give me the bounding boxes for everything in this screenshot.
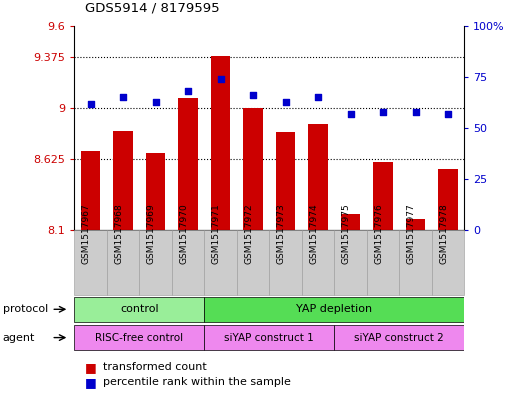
Point: [151, 98, 160, 105]
Point: [249, 92, 257, 99]
Point: [216, 76, 225, 82]
Point: [314, 94, 322, 101]
Text: GSM1517967: GSM1517967: [82, 203, 91, 264]
Text: GSM1517972: GSM1517972: [244, 203, 253, 264]
Bar: [81, 151, 101, 230]
Text: transformed count: transformed count: [103, 362, 206, 372]
Bar: [74, 325, 204, 350]
Text: GSM1517974: GSM1517974: [309, 203, 318, 264]
Text: agent: agent: [3, 332, 35, 343]
Bar: [341, 214, 360, 230]
Point: [184, 88, 192, 94]
Bar: [172, 230, 204, 295]
Bar: [334, 230, 367, 295]
Bar: [302, 230, 334, 295]
Bar: [74, 297, 204, 322]
Bar: [432, 230, 464, 295]
Text: ■: ■: [85, 361, 96, 374]
Bar: [179, 98, 198, 230]
Text: siYAP construct 2: siYAP construct 2: [354, 332, 444, 343]
Point: [346, 111, 354, 117]
Text: control: control: [120, 304, 159, 314]
Text: GSM1517976: GSM1517976: [374, 203, 383, 264]
Text: GSM1517971: GSM1517971: [211, 203, 221, 264]
Bar: [204, 325, 334, 350]
Text: GSM1517970: GSM1517970: [179, 203, 188, 264]
Text: RISC-free control: RISC-free control: [95, 332, 184, 343]
Bar: [399, 230, 432, 295]
Bar: [276, 132, 295, 230]
Text: ■: ■: [85, 376, 96, 389]
Bar: [211, 56, 230, 230]
Bar: [243, 108, 263, 230]
Bar: [334, 325, 464, 350]
Text: GSM1517977: GSM1517977: [406, 203, 416, 264]
Bar: [113, 131, 133, 230]
Point: [411, 108, 420, 115]
Bar: [74, 230, 107, 295]
Bar: [373, 162, 393, 230]
Bar: [107, 230, 140, 295]
Point: [119, 94, 127, 101]
Bar: [140, 230, 172, 295]
Text: GSM1517973: GSM1517973: [277, 203, 286, 264]
Text: GSM1517968: GSM1517968: [114, 203, 123, 264]
Text: GDS5914 / 8179595: GDS5914 / 8179595: [85, 1, 219, 14]
Text: GSM1517978: GSM1517978: [439, 203, 448, 264]
Bar: [204, 230, 237, 295]
Text: GSM1517975: GSM1517975: [342, 203, 350, 264]
Point: [379, 108, 387, 115]
Text: YAP depletion: YAP depletion: [296, 304, 372, 314]
Bar: [146, 152, 165, 230]
Text: percentile rank within the sample: percentile rank within the sample: [103, 377, 290, 387]
Bar: [367, 230, 399, 295]
Point: [282, 98, 290, 105]
Bar: [438, 169, 458, 230]
Text: siYAP construct 1: siYAP construct 1: [225, 332, 314, 343]
Bar: [237, 230, 269, 295]
Bar: [406, 219, 425, 230]
Point: [87, 101, 95, 107]
Bar: [204, 297, 464, 322]
Bar: [269, 230, 302, 295]
Text: protocol: protocol: [3, 304, 48, 314]
Point: [444, 111, 452, 117]
Text: GSM1517969: GSM1517969: [147, 203, 155, 264]
Bar: [308, 124, 328, 230]
